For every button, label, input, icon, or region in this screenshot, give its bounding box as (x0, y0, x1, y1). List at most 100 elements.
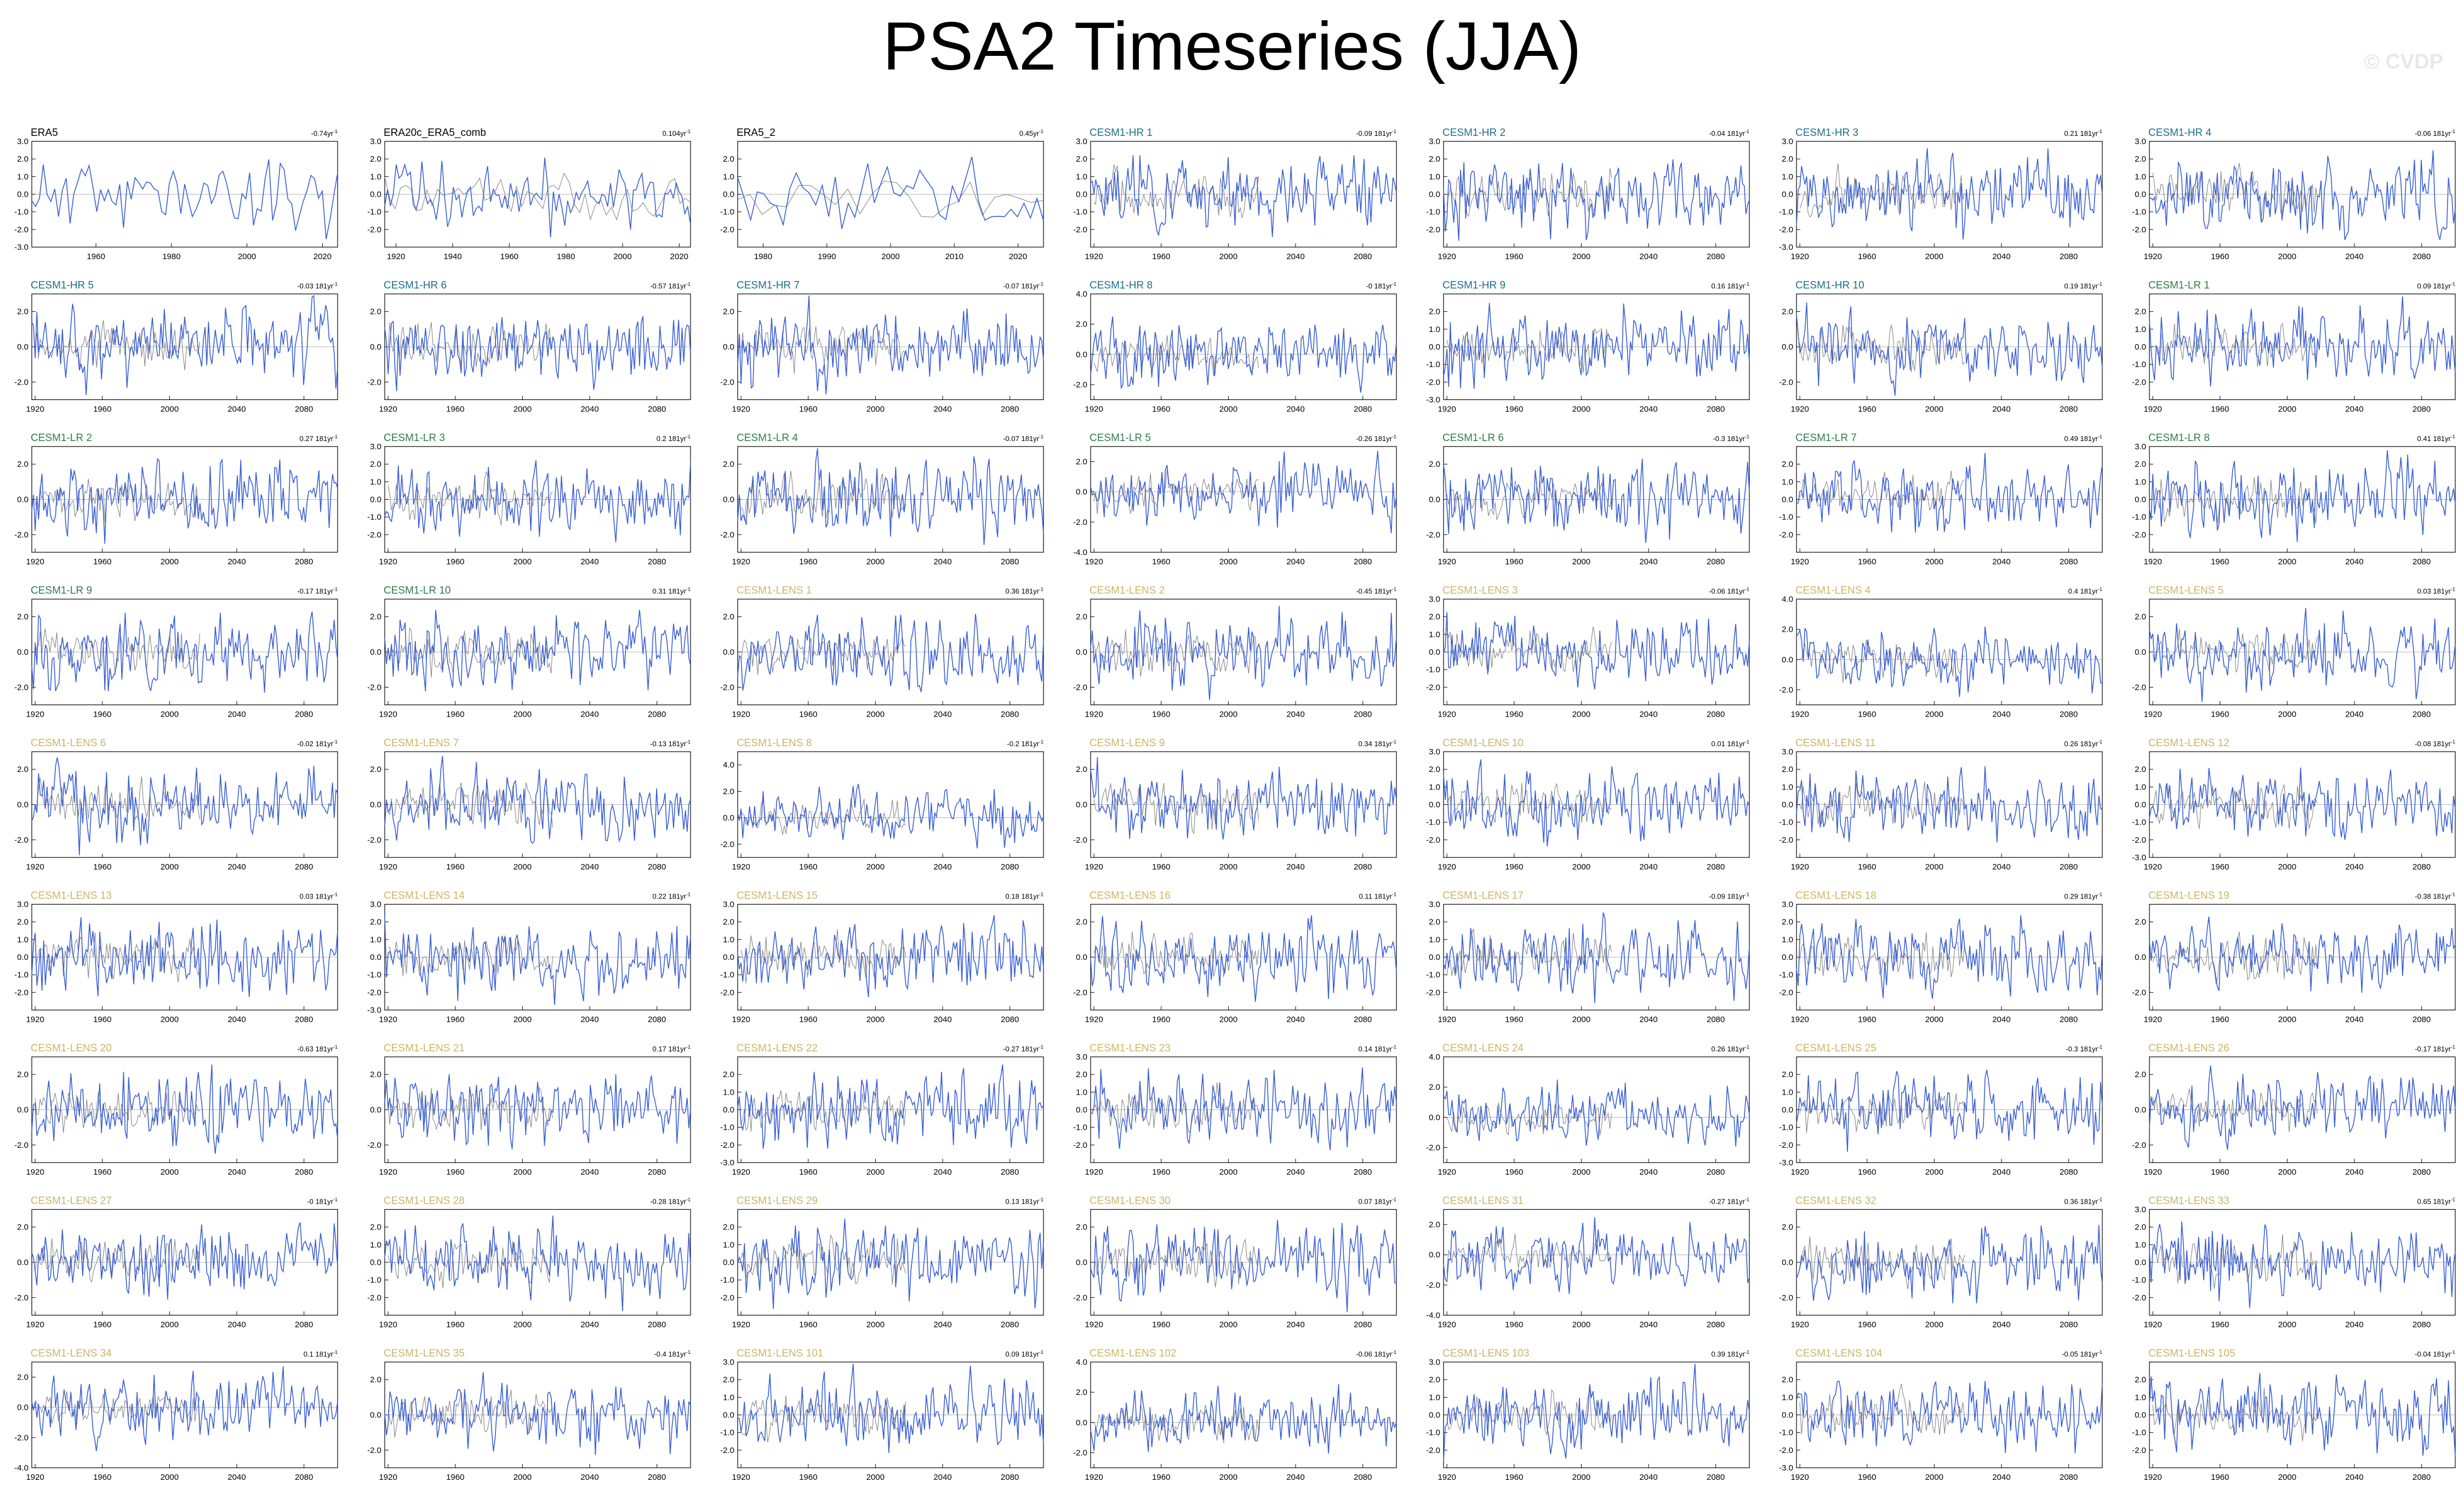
x-tick-label: 2000 (161, 1473, 179, 1482)
x-tick-label: 2000 (514, 862, 532, 872)
y-tick-label: 2.0 (1076, 457, 1087, 467)
x-tick-label: 1920 (732, 710, 750, 719)
trend-label: -0.57 181yr-1 (650, 282, 691, 290)
y-tick-label: -1.0 (720, 1275, 734, 1285)
panel-cesm1-lens-101: CESM1-LENS 101 0.09 181yr-1 3.0 2.0 1.0 0.0 -1… (720, 1348, 1044, 1482)
plot-frame (31, 1361, 338, 1468)
y-tick-label: -1.0 (1779, 1123, 1793, 1132)
x-tick-label: 2080 (295, 1015, 313, 1025)
x-tick-label: 1920 (26, 557, 44, 567)
x-tick-label: 1920 (379, 1015, 397, 1025)
y-tick-label: 0.0 (723, 495, 734, 505)
trend-label: 0.2 181yr-1 (657, 434, 691, 443)
trend-label: -0.74yr-1 (311, 129, 338, 138)
panel-cesm1-lens-22: CESM1-LENS 22 -0.27 181yr-1 2.0 1.0 0.0 -1.0 -… (720, 1043, 1044, 1177)
x-tick-label: 2080 (2060, 557, 2078, 567)
y-tick-label: 3.0 (370, 442, 381, 451)
trend-label: -0.06 181yr-1 (1356, 1349, 1396, 1358)
x-tick-label: 2000 (2278, 1015, 2296, 1025)
trend-label: -0 181yr-1 (307, 1197, 338, 1206)
x-tick-label: 1960 (1858, 710, 1876, 719)
x-tick-label: 1920 (379, 1473, 397, 1482)
x-tick-label: 1920 (379, 1320, 397, 1330)
series-line (2149, 296, 2456, 387)
y-tick-label: 0.0 (1429, 1113, 1440, 1122)
series-line (384, 460, 691, 542)
x-tick-label: 2040 (2345, 1320, 2363, 1330)
x-tick-label: 1920 (1438, 1015, 1456, 1025)
y-tick-label: -2.0 (1073, 225, 1087, 234)
x-tick-label: 2000 (2278, 252, 2296, 261)
y-tick-label: -1.0 (1426, 970, 1440, 980)
series-line (31, 1222, 338, 1300)
x-tick-label: 1920 (379, 1168, 397, 1177)
y-tick-label: -2.0 (14, 683, 28, 692)
x-tick-label: 1960 (1858, 557, 1876, 567)
trend-label: -0.27 181yr-1 (1709, 1197, 1749, 1206)
panel-title: CESM1-LENS 2 (1090, 585, 1165, 597)
x-tick-label: 1920 (732, 862, 750, 872)
y-tick-label: 1.0 (1076, 1088, 1087, 1097)
series-line (2149, 916, 2456, 993)
trend-label: -0.27 181yr-1 (1003, 1044, 1043, 1053)
x-tick-label: 2040 (1992, 1168, 2010, 1177)
panel-cesm1-lens-21: CESM1-LENS 21 0.17 181yr-1 2.0 0.0 -2.0 1920 1… (367, 1043, 691, 1177)
y-tick-label: 1.0 (723, 1088, 734, 1097)
x-tick-label: 2040 (1639, 1473, 1657, 1482)
trend-label: 0.45yr-1 (1019, 129, 1043, 138)
panel-title: CESM1-LENS 6 (31, 737, 106, 749)
y-tick-label: 0.0 (1782, 342, 1793, 352)
trend-label: 0.26 181yr-1 (1712, 1044, 1749, 1053)
panel-cesm1-lr-6: CESM1-LR 6 -0.3 181yr-1 2.0 0.0 -2.0 1920 1960… (1426, 432, 1750, 567)
series-line (31, 611, 338, 693)
y-tick-label: 1.0 (1782, 1393, 1793, 1402)
panel-title: CESM1-HR 1 (1090, 127, 1153, 139)
y-tick-label: 1.0 (1782, 477, 1793, 487)
y-tick-label: -1.0 (14, 208, 28, 217)
series-line (1090, 1384, 1397, 1454)
x-tick-label: 2040 (227, 405, 246, 414)
y-tick-label: 0.0 (17, 495, 28, 505)
x-tick-label: 2080 (2060, 710, 2078, 719)
ensemble-series-line (387, 471, 553, 525)
x-tick-label: 1960 (1505, 1320, 1523, 1330)
series-line (1443, 459, 1750, 543)
x-tick-label: 1920 (1438, 557, 1456, 567)
x-tick-label: 2000 (1572, 405, 1590, 414)
panel-title: CESM1-LENS 3 (1442, 585, 1518, 597)
panel-cesm1-lens-9: CESM1-LENS 9 0.34 181yr-1 2.0 0.0 -2.0 1920 19… (1073, 737, 1397, 872)
y-tick-label: -1.0 (367, 970, 381, 980)
ensemble-series-line (1093, 931, 1259, 977)
x-tick-label: 1920 (1438, 862, 1456, 872)
y-tick-label: -1.0 (2132, 1428, 2146, 1438)
series-line (384, 316, 691, 392)
x-tick-label: 2040 (1286, 1168, 1304, 1177)
x-tick-label: 2080 (1707, 1015, 1725, 1025)
x-tick-label: 1960 (1152, 1015, 1170, 1025)
ensemble-series-line (1093, 630, 1259, 677)
panel-title: CESM1-LENS 101 (737, 1348, 823, 1359)
x-tick-label: 2080 (2060, 405, 2078, 414)
y-tick-label: 0.0 (1076, 953, 1087, 962)
trend-label: -0.03 181yr-1 (297, 282, 338, 290)
x-tick-label: 2040 (933, 557, 951, 567)
ensemble-series-line (1093, 1238, 1259, 1288)
panel-cesm1-hr-1: CESM1-HR 1 -0.09 181yr-1 3.0 2.0 1.0 0.0 -1.0 -… (1073, 127, 1397, 261)
x-tick-label: 2080 (1354, 1320, 1372, 1330)
x-tick-label: 2000 (1572, 1015, 1590, 1025)
panel-title: CESM1-LENS 1 (737, 585, 812, 597)
panel-title: CESM1-HR 6 (384, 280, 447, 291)
y-tick-label: -2.0 (14, 988, 28, 997)
y-tick-label: 2.0 (1429, 613, 1440, 622)
y-tick-label: 0.0 (2135, 1411, 2146, 1420)
x-tick-label: 2040 (227, 1320, 246, 1330)
panel-cesm1-lr-2: CESM1-LR 2 0.27 181yr-1 2.0 0.0 -2.0 1920 1960… (14, 432, 338, 567)
x-tick-label: 1960 (1858, 1473, 1876, 1482)
x-tick-label: 2080 (1001, 1015, 1019, 1025)
panel-title: CESM1-LENS 9 (1090, 737, 1165, 749)
y-tick-label: 2.0 (1782, 1375, 1793, 1384)
x-tick-label: 2040 (580, 1473, 598, 1482)
y-tick-label: -3.0 (720, 1158, 734, 1168)
x-tick-label: 1920 (1438, 1473, 1456, 1482)
trend-label: 0.34 181yr-1 (1359, 739, 1396, 748)
